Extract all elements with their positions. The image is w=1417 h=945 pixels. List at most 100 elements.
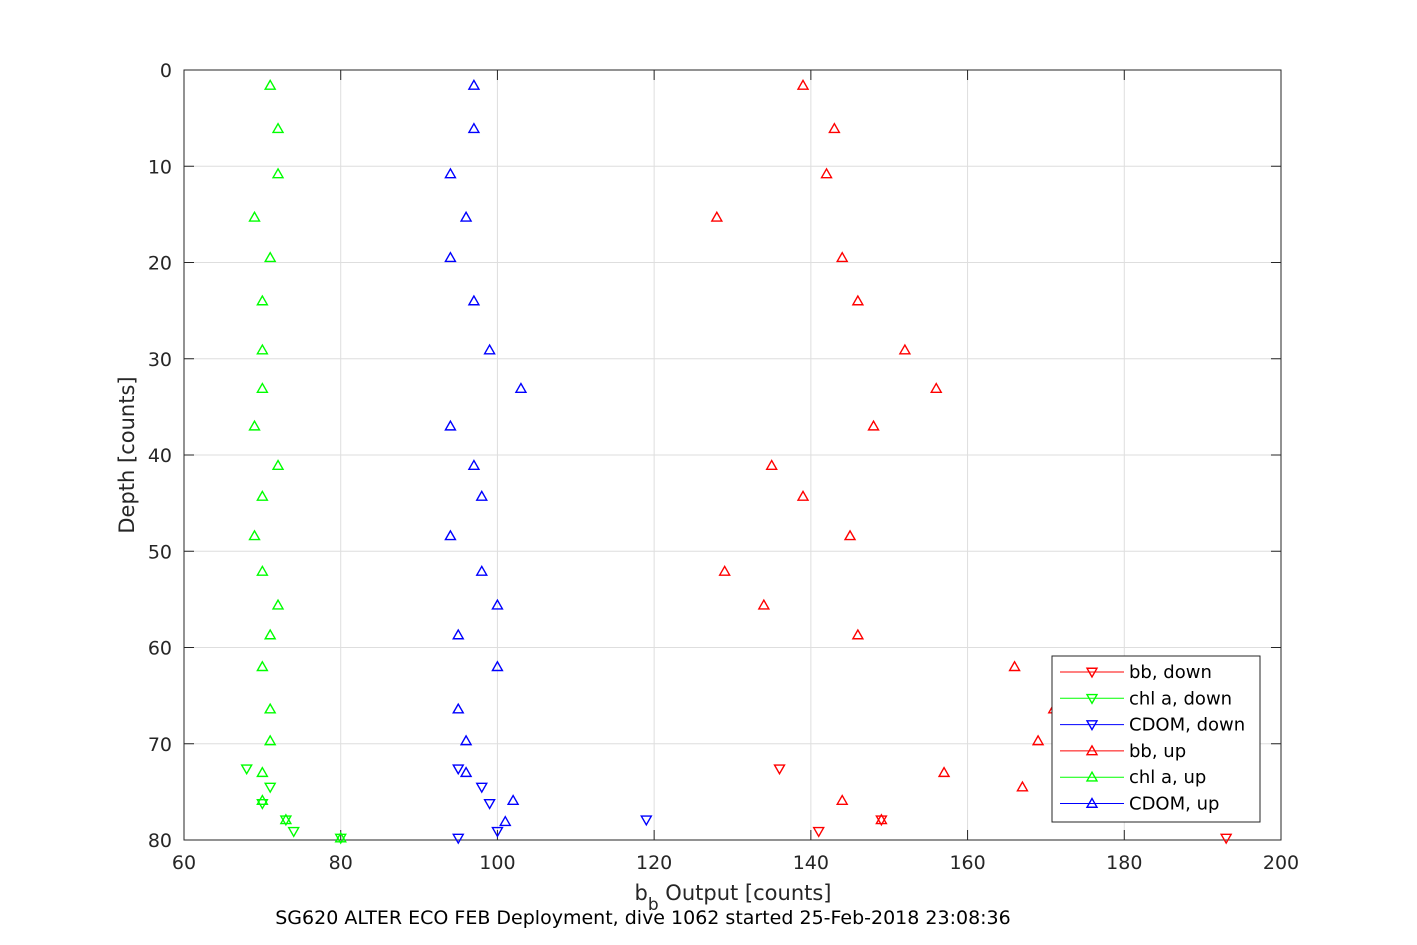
data-point-bb-up bbox=[851, 294, 865, 306]
data-point-chl-a-up bbox=[256, 294, 269, 306]
series-cdom-up bbox=[444, 78, 528, 827]
legend-marker-cdom-down bbox=[1085, 720, 1099, 732]
data-point-bb-down bbox=[1219, 833, 1233, 845]
data-point-bb-up bbox=[930, 382, 943, 394]
data-point-bb-up bbox=[835, 251, 849, 263]
data-point-cdom-up bbox=[514, 382, 528, 394]
y-tick-label: 20 bbox=[148, 253, 172, 275]
data-point-chl-a-up bbox=[271, 598, 285, 610]
data-point-bb-up bbox=[796, 78, 810, 90]
data-point-bb-up bbox=[843, 529, 857, 541]
y-tick-label: 0 bbox=[160, 60, 172, 82]
x-tick-label: 160 bbox=[949, 852, 985, 874]
data-point-bb-up bbox=[796, 489, 810, 501]
legend-marker-chl-a-down bbox=[1085, 693, 1099, 705]
x-axis-label-rest: Output [counts] bbox=[659, 881, 832, 905]
data-point-bb-up bbox=[820, 167, 833, 179]
y-tick-label: 80 bbox=[148, 830, 172, 852]
legend-marker-chl-a-up bbox=[1085, 770, 1099, 782]
data-point-chl-a-up bbox=[263, 628, 277, 640]
legend-label-cdom-up: CDOM, up bbox=[1129, 794, 1219, 815]
data-point-cdom-up bbox=[444, 251, 457, 263]
data-point-chl-a-up bbox=[248, 210, 261, 222]
chart-caption: SG620 ALTER ECO FEB Deployment, dive 106… bbox=[275, 907, 1010, 929]
data-point-bb-up bbox=[851, 628, 865, 640]
data-point-cdom-up bbox=[483, 343, 496, 355]
data-point-chl-a-up bbox=[263, 702, 277, 714]
x-tick-label: 60 bbox=[172, 852, 196, 874]
data-point-chl-a-up bbox=[256, 343, 269, 355]
data-point-chl-a-up bbox=[334, 831, 347, 843]
data-point-cdom-up bbox=[459, 766, 473, 778]
data-point-bb-up bbox=[828, 122, 841, 134]
x-tick-label: 200 bbox=[1263, 852, 1299, 874]
x-tick-label: 100 bbox=[479, 852, 515, 874]
legend-label-bb-up: bb, up bbox=[1129, 741, 1186, 762]
data-point-chl-a-up bbox=[271, 167, 285, 179]
data-point-cdom-up bbox=[444, 529, 457, 541]
x-axis-label-main: b bbox=[634, 881, 647, 905]
data-point-bb-down bbox=[773, 764, 786, 776]
data-point-cdom-down bbox=[491, 826, 504, 838]
data-point-cdom-up bbox=[475, 489, 488, 501]
data-point-chl-a-up bbox=[279, 813, 293, 825]
data-point-chl-a-up bbox=[263, 251, 277, 263]
data-point-cdom-up bbox=[467, 459, 481, 471]
legend-label-chl-a-down: chl a, down bbox=[1129, 688, 1232, 709]
data-point-chl-a-up bbox=[256, 794, 269, 805]
data-point-chl-a-up bbox=[256, 565, 269, 576]
data-point-chl-a-down bbox=[287, 826, 300, 838]
x-tick-label: 140 bbox=[793, 852, 829, 874]
data-point-cdom-up bbox=[459, 734, 473, 746]
x-tick-label: 120 bbox=[636, 852, 672, 874]
data-point-cdom-down bbox=[452, 764, 465, 776]
legend: bb, down chl a, down CDOM, down bb, up chl a… bbox=[1051, 655, 1261, 823]
y-tick-label: 50 bbox=[148, 541, 172, 563]
data-point-cdom-up bbox=[452, 702, 465, 714]
data-point-cdom-up bbox=[467, 122, 481, 134]
data-point-chl-a-up bbox=[256, 382, 269, 394]
legend-marker-bb-up bbox=[1085, 744, 1099, 756]
data-point-cdom-down bbox=[452, 833, 465, 845]
x-axis-label: bb Output [counts] bbox=[634, 881, 831, 915]
data-point-chl-a-up bbox=[263, 78, 277, 90]
data-point-cdom-up bbox=[491, 598, 504, 610]
data-point-bb-down bbox=[812, 826, 825, 838]
data-point-chl-a-up bbox=[263, 734, 277, 746]
data-point-bb-up bbox=[718, 565, 731, 576]
y-axis-label: Depth [counts] bbox=[115, 376, 139, 533]
data-point-cdom-down bbox=[475, 782, 488, 794]
series-bb-up bbox=[710, 78, 1060, 825]
x-tick-label: 80 bbox=[329, 852, 353, 874]
data-point-chl-a-up bbox=[248, 419, 261, 431]
data-point-chl-a-up bbox=[248, 529, 261, 541]
data-point-cdom-up bbox=[499, 815, 512, 827]
y-tick-label: 40 bbox=[148, 445, 172, 467]
data-point-bb-up bbox=[1031, 734, 1045, 746]
data-point-cdom-up bbox=[452, 628, 465, 640]
data-point-bb-up bbox=[710, 210, 724, 222]
data-point-chl-a-up bbox=[256, 766, 269, 778]
data-point-cdom-up bbox=[475, 565, 488, 576]
data-point-cdom-up bbox=[491, 660, 504, 672]
data-point-cdom-up bbox=[444, 167, 457, 179]
data-point-cdom-down bbox=[483, 798, 496, 810]
data-point-bb-up bbox=[835, 794, 849, 805]
data-point-cdom-down bbox=[640, 815, 653, 827]
data-point-chl-a-up bbox=[256, 489, 269, 501]
series-chl-a-up bbox=[248, 78, 347, 843]
legend-label-bb-down: bb, down bbox=[1129, 662, 1212, 683]
y-tick-label: 10 bbox=[148, 156, 172, 178]
data-point-bb-up bbox=[1016, 780, 1029, 792]
legend-box bbox=[1051, 655, 1261, 823]
data-point-cdom-up bbox=[459, 210, 473, 222]
data-point-bb-up bbox=[1008, 660, 1021, 672]
data-point-cdom-up bbox=[444, 419, 457, 431]
data-point-bb-up bbox=[875, 813, 888, 825]
data-point-cdom-up bbox=[467, 78, 481, 90]
data-point-chl-a-down bbox=[240, 764, 253, 776]
data-point-chl-a-down bbox=[263, 782, 277, 794]
legend-label-cdom-down: CDOM, down bbox=[1129, 715, 1245, 736]
